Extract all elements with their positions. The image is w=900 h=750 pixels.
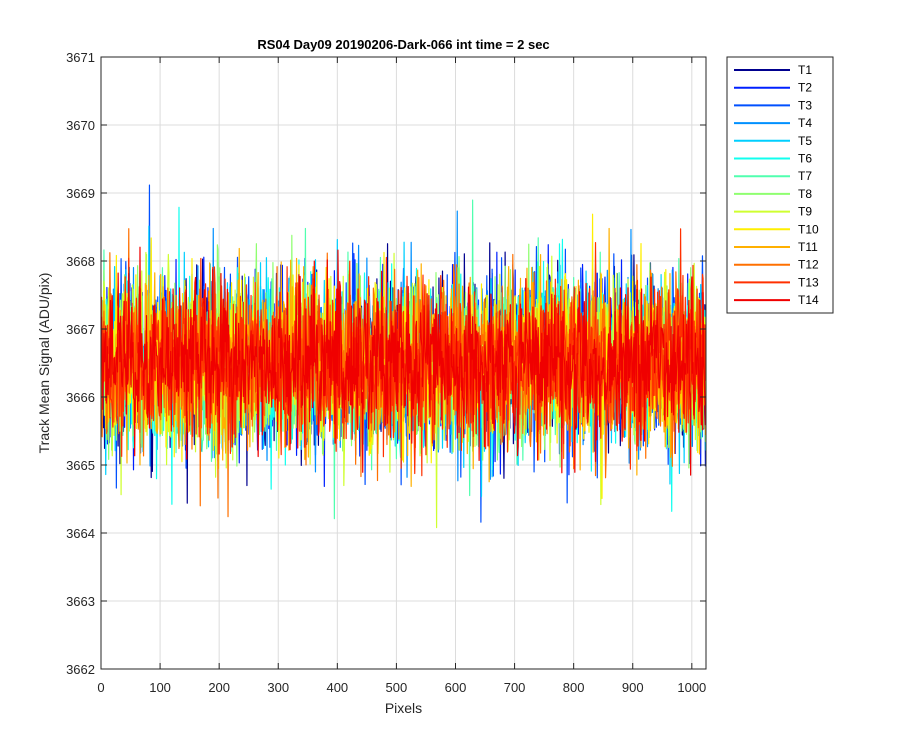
x-tick-label: 800	[563, 680, 585, 695]
y-tick-label: 3669	[66, 186, 95, 201]
legend-label-t14: T14	[798, 293, 819, 307]
x-tick-label: 900	[622, 680, 644, 695]
legend-label-t10: T10	[798, 222, 819, 236]
y-tick-label: 3670	[66, 118, 95, 133]
legend-label-t11: T11	[798, 240, 818, 254]
legend-box	[726, 56, 834, 314]
series-layer	[101, 184, 706, 529]
legend-label-t8: T8	[798, 187, 812, 201]
x-tick-label: 500	[386, 680, 408, 695]
y-tick-label: 3662	[66, 662, 95, 677]
x-tick-label: 300	[267, 680, 289, 695]
y-tick-label: 3663	[66, 594, 95, 609]
legend-label-t7: T7	[798, 169, 812, 183]
series-line-t14	[101, 246, 706, 476]
axes-frame	[100, 56, 707, 670]
legend-label-t3: T3	[798, 98, 812, 112]
x-tick-label: 1000	[677, 680, 706, 695]
x-tick-label: 200	[208, 680, 230, 695]
x-tick-label: 700	[504, 680, 526, 695]
legend-label-t9: T9	[798, 205, 812, 219]
y-tick-label: 3666	[66, 390, 95, 405]
x-tick-label: 400	[326, 680, 348, 695]
y-tick-label: 3667	[66, 322, 95, 337]
y-axis-label: Track Mean Signal (ADU/pix)	[36, 273, 52, 454]
y-tick-label: 3664	[66, 526, 95, 541]
legend-label-t1: T1	[798, 63, 812, 77]
legend-label-t13: T13	[798, 275, 819, 289]
legend-label-t5: T5	[798, 134, 812, 148]
legend-label-t2: T2	[798, 81, 812, 95]
plot-clip	[101, 184, 706, 529]
series-line-t13	[101, 228, 706, 477]
y-tick-label: 3668	[66, 254, 95, 269]
y-tick-labels: 3662 3663 3664 3665 3666 3667 3668 3669 3670 3671	[66, 50, 95, 677]
chart-title: RS04 Day09 20190206-Dark-066 int time = …	[257, 37, 549, 52]
x-tick-label: 600	[445, 680, 467, 695]
legend-label-t6: T6	[798, 152, 812, 166]
legend-label-t12: T12	[798, 258, 819, 272]
x-tick-label: 100	[149, 680, 171, 695]
x-tick-labels: 0 100 200 300 400 500 600 700 800 900 1000	[97, 680, 706, 695]
legend-label-t4: T4	[798, 116, 812, 130]
y-tick-label: 3671	[66, 50, 95, 65]
y-tick-label: 3665	[66, 458, 95, 473]
x-axis-label: Pixels	[385, 700, 422, 716]
legend: T1 T2 T3 T4 T5 T6 T7 T8 T9 T10 T11 T12 T13 T14	[726, 56, 834, 314]
x-tick-label: 0	[97, 680, 104, 695]
ticks	[100, 56, 706, 670]
